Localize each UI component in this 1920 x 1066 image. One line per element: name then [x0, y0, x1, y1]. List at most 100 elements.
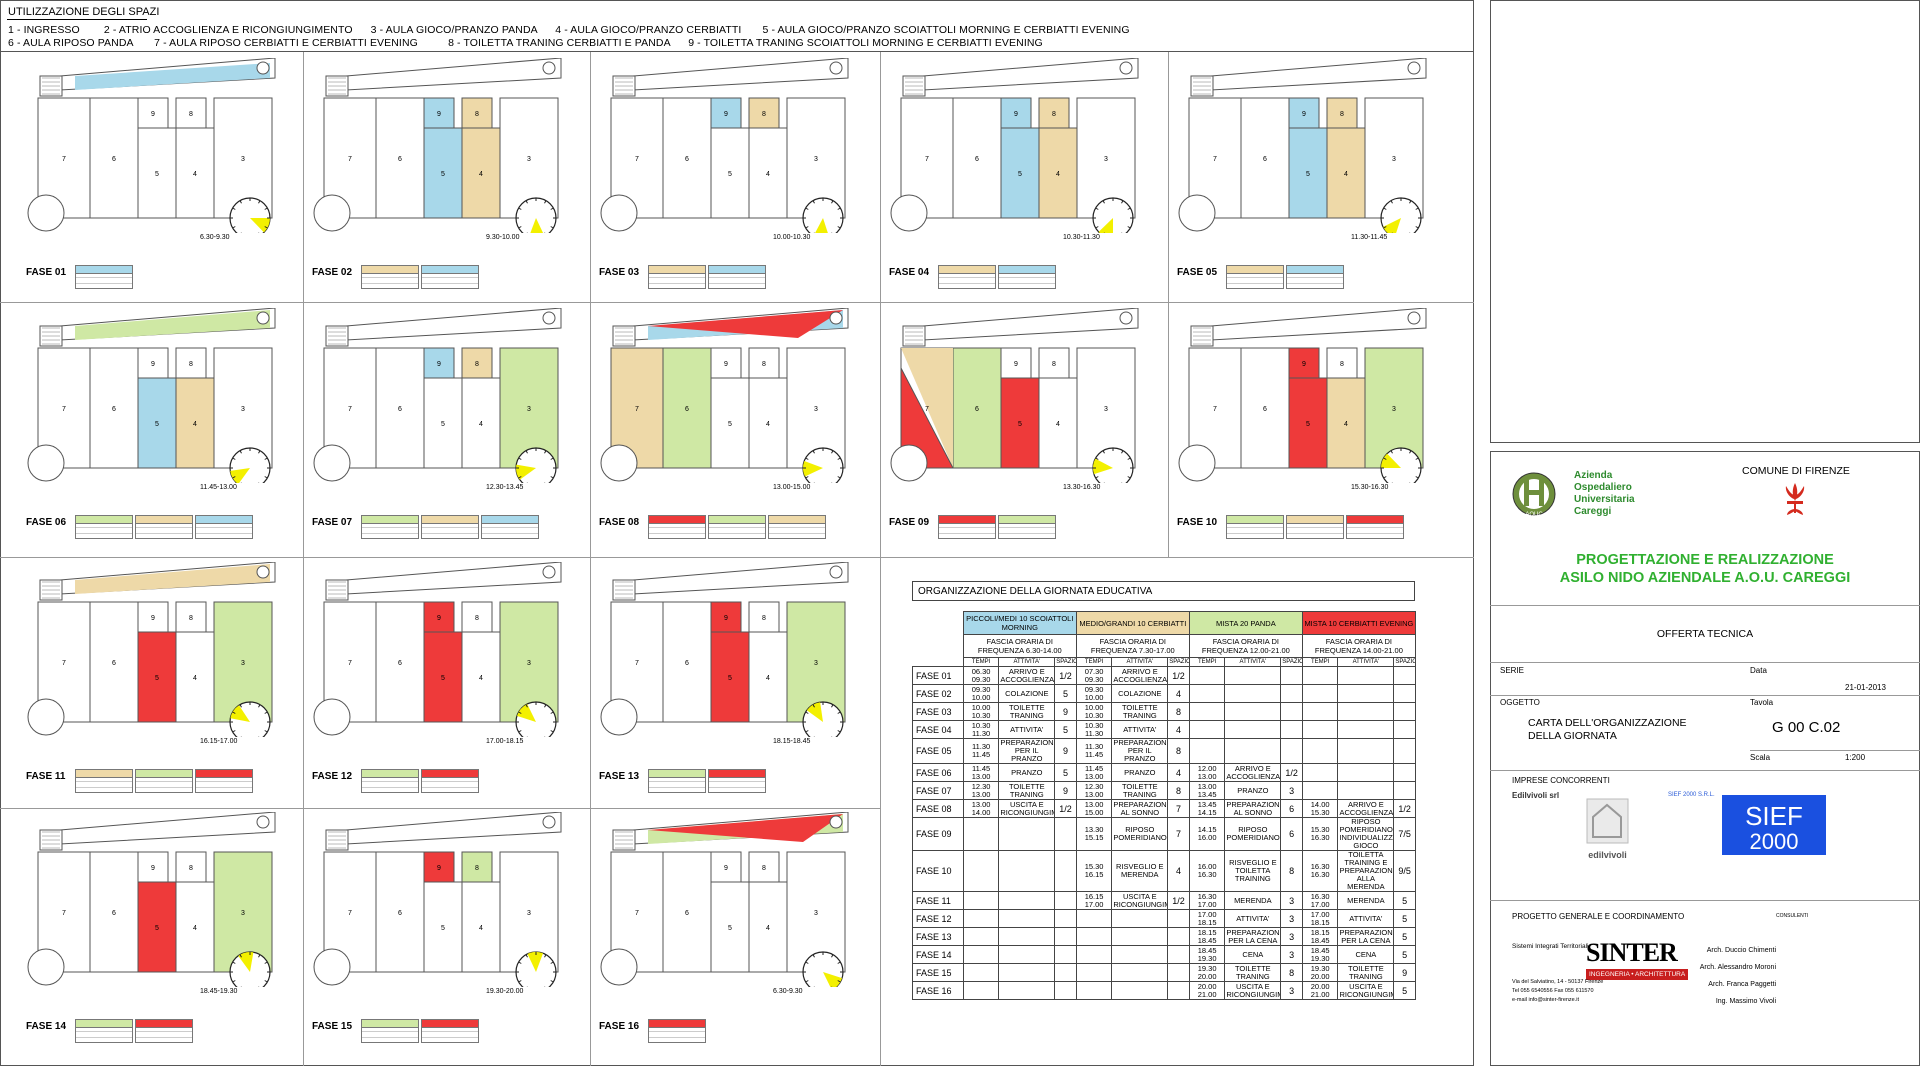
- phase-label: FASE 16: [599, 1021, 640, 1032]
- mini-legend: [998, 515, 1056, 539]
- fase-cell: FASE 03: [912, 702, 964, 721]
- phase-cell: 3 4 5 6 7 8 9 19.30-20.00 FASE 15: [306, 811, 581, 1052]
- org-grid: PICCOLI/MEDI 10 SCOIATTOLI MORNING MEDIO/…: [912, 611, 1416, 1000]
- scala-label: Scala: [1750, 753, 1771, 762]
- floor-plan: 3 4 5 6 7 8 9: [313, 561, 562, 743]
- phase-time: 9.30-10.00: [486, 234, 520, 241]
- legend-separator: [0, 51, 1474, 52]
- phase-label: FASE 13: [599, 771, 640, 782]
- room-number: 6: [685, 156, 689, 163]
- arch-4: Ing. Massimo Vivoli: [1715, 998, 1776, 1005]
- phase-time: 15.30-16.30: [1351, 484, 1389, 491]
- sinter-addr: Via del Salviatino, 14 - 50137 Firenze: [1512, 979, 1604, 985]
- room-number: 7: [635, 910, 639, 917]
- mini-legend: [708, 769, 766, 793]
- phase-label: FASE 03: [599, 267, 640, 278]
- mini-legend: [708, 265, 766, 289]
- mini-legend: [75, 265, 133, 289]
- hospital-name-2: Ospedaliero: [1574, 482, 1632, 493]
- mini-legend: [361, 1019, 419, 1043]
- phase-cell: 3 4 5 6 7 8 9 18.15-18.45 FASE 13: [593, 561, 868, 802]
- room-number: 7: [348, 406, 352, 413]
- phase-cell: 3 4 5 6 7 8 9 11.30-11.45 FASE 05: [1171, 57, 1446, 298]
- mini-legend: [648, 1019, 706, 1043]
- floor-plan: 3 4 5 6 7 8 9: [27, 561, 276, 743]
- room-number: 6: [398, 406, 402, 413]
- oggetto-2: DELLA GIORNATA: [1528, 730, 1617, 742]
- room-number: 6: [975, 406, 979, 413]
- table-row: FASE 14 18.45 19.30 CENA 3 18.45 19.30 CENA 5: [912, 945, 1416, 964]
- room-number: 3: [814, 156, 818, 163]
- room-number: 3: [527, 156, 531, 163]
- phase-cell: 3 4 5 6 7 8 9 17.00-18.15 FASE 12: [306, 561, 581, 802]
- fase-cell: FASE 11: [912, 891, 964, 910]
- phase-cell: 3 4 5 6 7 8 9 12.30-13.45 FASE 07: [306, 307, 581, 548]
- room-number: 9: [1302, 111, 1306, 118]
- mini-legend: [1286, 515, 1344, 539]
- florence-lily-icon: [1783, 481, 1807, 522]
- floor-plan: 3 4 5 6 7 8 9: [313, 307, 562, 489]
- phase-cell: 3 4 5 6 7 8 9 13.30-16.30 FASE 09: [883, 307, 1158, 548]
- mini-legend-header: [76, 1020, 132, 1028]
- imprese-label: IMPRESE CONCORRENTI: [1512, 776, 1610, 785]
- mini-legend: [361, 515, 419, 539]
- legend-line-1: 1 - INGRESSO 2 - ATRIO ACCOGLIENZA E RIC…: [8, 24, 1130, 36]
- phase-label: FASE 11: [26, 771, 66, 782]
- phase-cell: 3 4 5 6 7 8 9 15.30-16.30 FASE 10: [1171, 307, 1446, 548]
- mini-legend-header: [999, 266, 1055, 274]
- mini-legend: [361, 265, 419, 289]
- sinter-mail: e-mail info@sinter-firenze.it: [1512, 997, 1580, 1003]
- room-number: 5: [441, 925, 445, 932]
- group-name: MEDIO/GRANDI 10 CERBIATTI: [1075, 611, 1190, 635]
- room-number: 8: [475, 615, 479, 622]
- phase-cell: 3 4 5 6 7 8 9 10.30-11.30 FASE 04: [883, 57, 1158, 298]
- phase-time: 13.30-16.30: [1063, 484, 1101, 491]
- mini-legend-header: [1227, 516, 1283, 524]
- mini-legend-header: [649, 770, 705, 778]
- serie-label: SERIE: [1500, 666, 1525, 675]
- room-number: 9: [724, 361, 728, 368]
- room-number: 5: [155, 925, 159, 932]
- sinter-address: Via del Salviatino, 14 - 50137 Firenze T…: [1512, 978, 1603, 1005]
- title-sep-5: [1490, 900, 1920, 901]
- mini-legend-header: [362, 516, 418, 524]
- mini-legend-header: [769, 516, 825, 524]
- mini-legend-header: [422, 516, 478, 524]
- phase-time: 12.30-13.45: [486, 484, 524, 491]
- room-number: 9: [1302, 361, 1306, 368]
- hospital-name: Azienda Ospedaliero Universitaria Caregg…: [1574, 470, 1635, 518]
- table-row: FASE 03 10.00 10.30 TOILETTE TRANING 9 10.00…: [912, 702, 1416, 721]
- sief-logo: SIEF 2000: [1722, 795, 1826, 855]
- mini-legend: [135, 1019, 193, 1043]
- mini-legend-header: [482, 516, 538, 524]
- offerta-tecnica: OFFERTA TECNICA: [1656, 628, 1754, 640]
- mini-legend-header: [649, 516, 705, 524]
- room-number: 4: [766, 171, 770, 178]
- group-hours: FASCIA ORARIA DI FREQUENZA 12.00-21.00: [1188, 634, 1303, 658]
- phase-label: FASE 09: [889, 517, 930, 528]
- room-number: 6: [1263, 406, 1267, 413]
- room-number: 5: [1018, 421, 1022, 428]
- room-number: 4: [1344, 171, 1348, 178]
- legend-underline: [7, 19, 147, 20]
- phase-time: 19.30-20.00: [486, 988, 524, 995]
- room-number: 4: [1344, 421, 1348, 428]
- phase-time: 11.45-13.00: [200, 484, 237, 491]
- hospital-name-1: Azienda: [1574, 470, 1613, 481]
- room-number: 6: [685, 660, 689, 667]
- room-number: 3: [1104, 406, 1108, 413]
- phase-time: 10.00-10.30: [773, 234, 811, 241]
- room-number: 6: [685, 910, 689, 917]
- room-number: 5: [1306, 171, 1310, 178]
- mini-legend: [648, 265, 706, 289]
- project-title-2: ASILO NIDO AZIENDALE A.O.U. CAREGGI: [1559, 570, 1851, 586]
- mini-legend-header: [136, 516, 192, 524]
- room-number: 9: [1014, 111, 1018, 118]
- room-number: 7: [1213, 406, 1217, 413]
- mini-legend-header: [939, 516, 995, 524]
- room-number: 8: [189, 615, 193, 622]
- room-number: 8: [762, 865, 766, 872]
- mini-legend-header: [136, 770, 192, 778]
- room-number: 8: [475, 111, 479, 118]
- room-number: 7: [925, 406, 929, 413]
